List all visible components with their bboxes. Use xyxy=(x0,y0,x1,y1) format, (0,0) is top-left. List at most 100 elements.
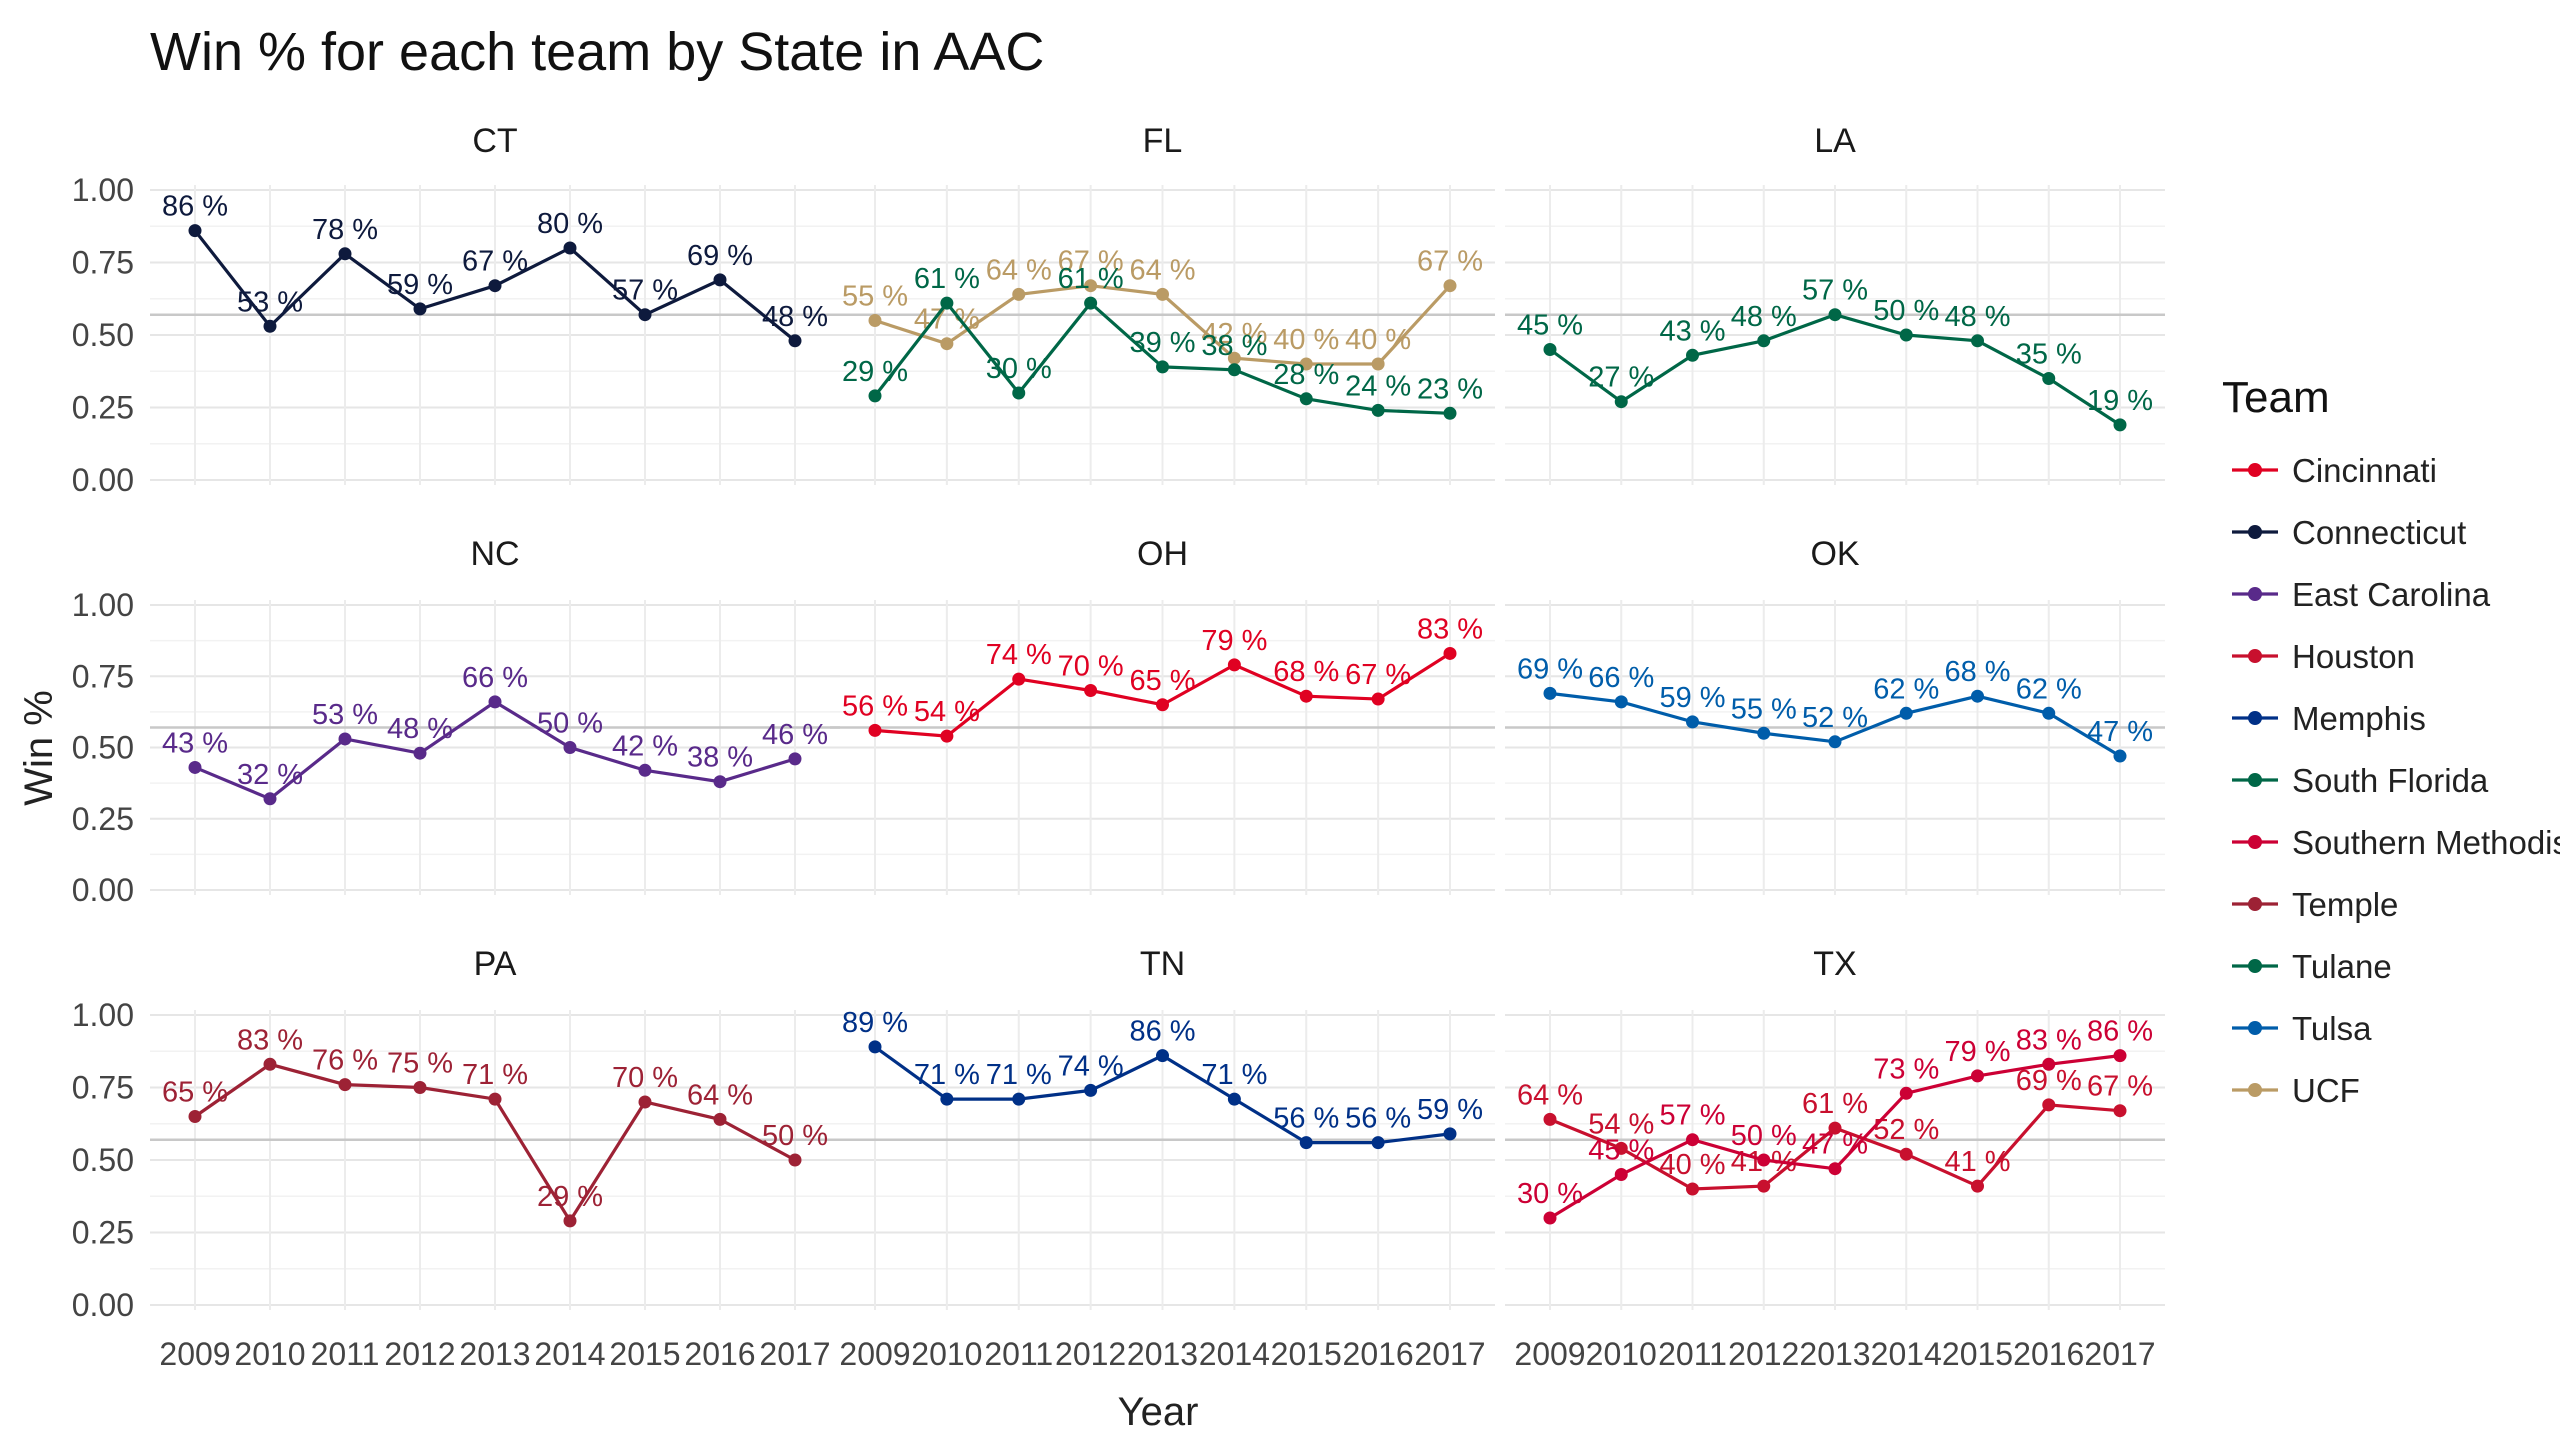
data-label: 78 % xyxy=(312,214,378,246)
data-label: 65 % xyxy=(162,1077,228,1109)
data-point xyxy=(1757,726,1771,740)
data-label: 41 % xyxy=(1944,1146,2010,1178)
data-point xyxy=(868,723,882,737)
legend-label: South Florida xyxy=(2292,762,2489,799)
data-label: 86 % xyxy=(1129,1016,1195,1048)
data-label: 61 % xyxy=(1802,1088,1868,1120)
data-label: 47 % xyxy=(1802,1129,1868,1161)
data-label: 40 % xyxy=(1273,324,1339,356)
data-point xyxy=(1156,1049,1169,1063)
data-point xyxy=(1828,1121,1842,1135)
x-tick-label: 2016 xyxy=(1343,1336,1414,1372)
data-point xyxy=(1299,392,1313,406)
x-tick-label: 2013 xyxy=(1799,1336,1870,1372)
data-label: 52 % xyxy=(1873,1114,1939,1146)
data-point xyxy=(1543,1211,1557,1225)
legend-key-point xyxy=(2248,587,2262,601)
data-point xyxy=(1084,279,1098,293)
data-point xyxy=(2113,1049,2127,1063)
data-label: 52 % xyxy=(1802,702,1868,734)
data-point xyxy=(1971,1179,1984,1193)
data-label: 79 % xyxy=(1201,625,1267,657)
data-label: 23 % xyxy=(1417,373,1483,405)
data-label: 74 % xyxy=(986,639,1052,671)
data-point xyxy=(563,241,577,255)
legend-key-point xyxy=(2248,463,2262,477)
x-tick-label: 2011 xyxy=(311,1336,380,1372)
data-label: 83 % xyxy=(2016,1024,2082,1056)
y-tick-label: 0.00 xyxy=(72,1287,134,1323)
data-point xyxy=(1227,363,1241,377)
data-label: 70 % xyxy=(1058,651,1124,683)
data-point xyxy=(1371,357,1385,371)
legend-label: Memphis xyxy=(2292,700,2426,737)
facet-strip-label: LA xyxy=(1814,122,1856,160)
data-label: 68 % xyxy=(1273,656,1339,688)
data-label: 57 % xyxy=(1659,1100,1725,1132)
data-label: 59 % xyxy=(387,269,453,301)
legend-label: Houston xyxy=(2292,638,2415,675)
data-label: 32 % xyxy=(237,759,303,791)
legend-key-point xyxy=(2248,897,2262,911)
data-point xyxy=(1757,1179,1771,1193)
data-point xyxy=(940,337,954,351)
x-tick-label: 2016 xyxy=(684,1336,755,1372)
data-point xyxy=(940,296,954,310)
data-label: 67 % xyxy=(2087,1071,2153,1103)
data-point xyxy=(1614,1141,1628,1155)
data-label: 66 % xyxy=(1588,662,1654,694)
data-label: 50 % xyxy=(1731,1120,1797,1152)
data-label: 29 % xyxy=(842,356,908,388)
data-point xyxy=(263,1057,277,1071)
data-label: 39 % xyxy=(1129,327,1195,359)
legend-title: Team xyxy=(2222,373,2330,422)
x-tick-label: 2017 xyxy=(2084,1336,2155,1372)
data-label: 57 % xyxy=(1802,275,1868,307)
y-tick-label: 0.50 xyxy=(72,1142,134,1178)
data-label: 76 % xyxy=(312,1045,378,1077)
data-point xyxy=(188,1110,202,1123)
x-tick-label: 2010 xyxy=(1586,1336,1657,1372)
data-point xyxy=(1227,658,1241,672)
y-tick-label: 0.25 xyxy=(72,390,134,426)
data-label: 71 % xyxy=(914,1059,980,1091)
data-point xyxy=(563,1214,577,1228)
data-label: 48 % xyxy=(387,713,453,745)
data-label: 74 % xyxy=(1058,1050,1124,1082)
data-label: 67 % xyxy=(1345,659,1411,691)
data-label: 64 % xyxy=(1129,254,1195,286)
facet-strip-label: CT xyxy=(472,122,517,160)
x-tick-label: 2010 xyxy=(234,1336,305,1372)
data-point xyxy=(1443,279,1457,293)
data-label: 57 % xyxy=(612,275,678,307)
data-point xyxy=(1614,1168,1628,1181)
data-label: 43 % xyxy=(1659,315,1725,347)
data-point xyxy=(940,1092,954,1106)
data-point xyxy=(1299,1136,1313,1150)
y-tick-label: 0.00 xyxy=(72,872,134,908)
data-label: 43 % xyxy=(162,727,228,759)
legend-label: Southern Methodist xyxy=(2292,824,2560,861)
data-point xyxy=(1299,689,1313,703)
data-label: 86 % xyxy=(2087,1016,2153,1048)
data-point xyxy=(338,247,352,261)
data-label: 66 % xyxy=(462,662,528,694)
y-tick-label: 1.00 xyxy=(72,172,134,208)
data-point xyxy=(1156,287,1169,301)
data-point xyxy=(1899,1147,1913,1161)
data-label: 45 % xyxy=(1517,310,1583,342)
data-label: 69 % xyxy=(687,240,753,272)
data-label: 24 % xyxy=(1345,370,1411,402)
data-label: 73 % xyxy=(1873,1053,1939,1085)
data-label: 79 % xyxy=(1944,1036,2010,1068)
y-tick-label: 0.50 xyxy=(72,317,134,353)
data-point xyxy=(2042,1098,2056,1112)
data-label: 45 % xyxy=(1588,1135,1654,1167)
legend-label: UCF xyxy=(2292,1072,2360,1109)
chart-title: Win % for each team by State in AAC xyxy=(150,22,1044,82)
data-label: 59 % xyxy=(1659,682,1725,714)
data-point xyxy=(338,1078,352,1092)
data-label: 61 % xyxy=(1058,263,1124,295)
y-tick-label: 0.75 xyxy=(72,1070,134,1106)
